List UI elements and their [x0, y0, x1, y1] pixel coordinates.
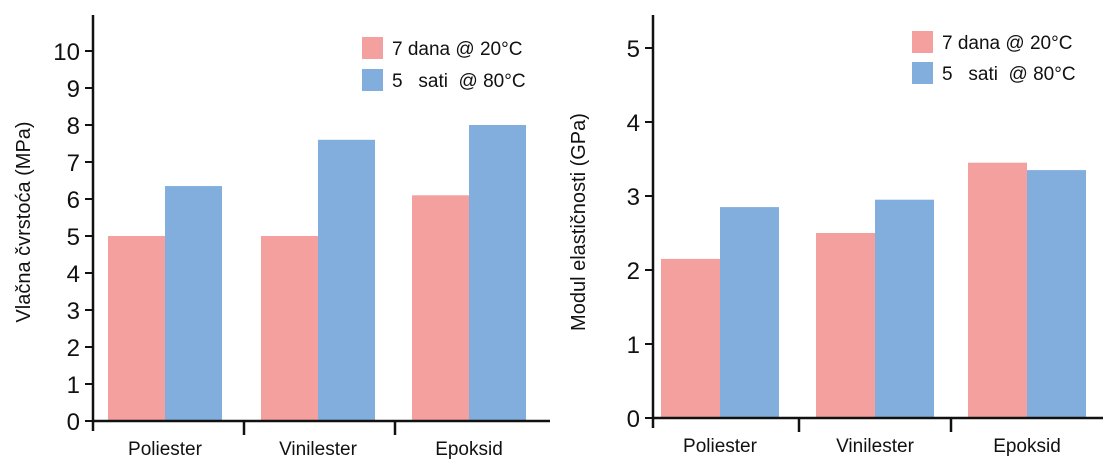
- legend-swatch: [362, 69, 383, 91]
- y-axis-title: Vlačna čvrstoća (MPa): [13, 121, 35, 322]
- bar-blue-poliester: [720, 207, 779, 418]
- y-tick-label: 10: [53, 39, 80, 66]
- bar-blue-epoksid: [469, 125, 526, 421]
- y-axis-title: Modul elastičnosti (GPa): [568, 113, 590, 331]
- x-category-label: Epoksid: [993, 436, 1061, 457]
- bar-pink-epoksid: [412, 195, 469, 421]
- legend-swatch: [362, 37, 383, 59]
- x-category-label: Poliester: [128, 439, 203, 459]
- legend-label: 7 dana @ 20°C: [942, 33, 1072, 54]
- x-category-label: Poliester: [683, 436, 758, 457]
- bar-pink-vinilester: [816, 233, 875, 418]
- elastic-modulus-chart: 0 1 2 3 4 5 Poliester Vinilester Epoksid Modul el…: [568, 15, 1103, 457]
- bar-blue-epoksid: [1027, 170, 1086, 418]
- x-category-label: Epoksid: [435, 439, 503, 459]
- y-tick-label: 3: [67, 298, 80, 325]
- tensile-strength-chart: 0 1 2 3 4 5 6 7 8 9 10 Poliester Vinilester Epoksid Vl…: [13, 15, 550, 459]
- y-tick-label: 0: [627, 406, 640, 433]
- y-tick-label: 2: [627, 258, 640, 285]
- bar-pink-vinilester: [261, 236, 318, 421]
- y-tick-label: 0: [67, 409, 80, 436]
- legend-swatch: [912, 62, 933, 84]
- y-tick-label: 1: [67, 372, 80, 399]
- legend-label: 5 sati @ 80°C: [942, 64, 1076, 85]
- x-category-label: Vinilester: [279, 439, 357, 459]
- bar-pink-poliester: [661, 258, 720, 418]
- legend-swatch: [912, 31, 933, 53]
- y-tick-label: 8: [67, 113, 80, 140]
- bar-pink-epoksid: [968, 162, 1027, 418]
- y-tick-label: 1: [627, 332, 640, 359]
- y-tick-label: 4: [627, 110, 640, 137]
- y-tick-label: 4: [67, 261, 80, 288]
- bar-pink-poliester: [108, 236, 165, 421]
- bar-blue-vinilester: [875, 199, 934, 418]
- legend-label: 5 sati @ 80°C: [392, 71, 526, 92]
- bar-blue-vinilester: [318, 139, 375, 422]
- y-tick-label: 5: [67, 224, 80, 251]
- bar-blue-poliester: [165, 186, 222, 421]
- y-tick-label: 5: [627, 36, 640, 63]
- legend-label: 7 dana @ 20°C: [392, 39, 522, 60]
- y-tick-label: 2: [67, 335, 80, 362]
- x-category-label: Vinilester: [836, 436, 914, 457]
- y-tick-label: 7: [67, 150, 80, 177]
- y-tick-label: 3: [627, 184, 640, 211]
- y-tick-label: 9: [67, 76, 80, 103]
- y-tick-label: 6: [67, 187, 80, 214]
